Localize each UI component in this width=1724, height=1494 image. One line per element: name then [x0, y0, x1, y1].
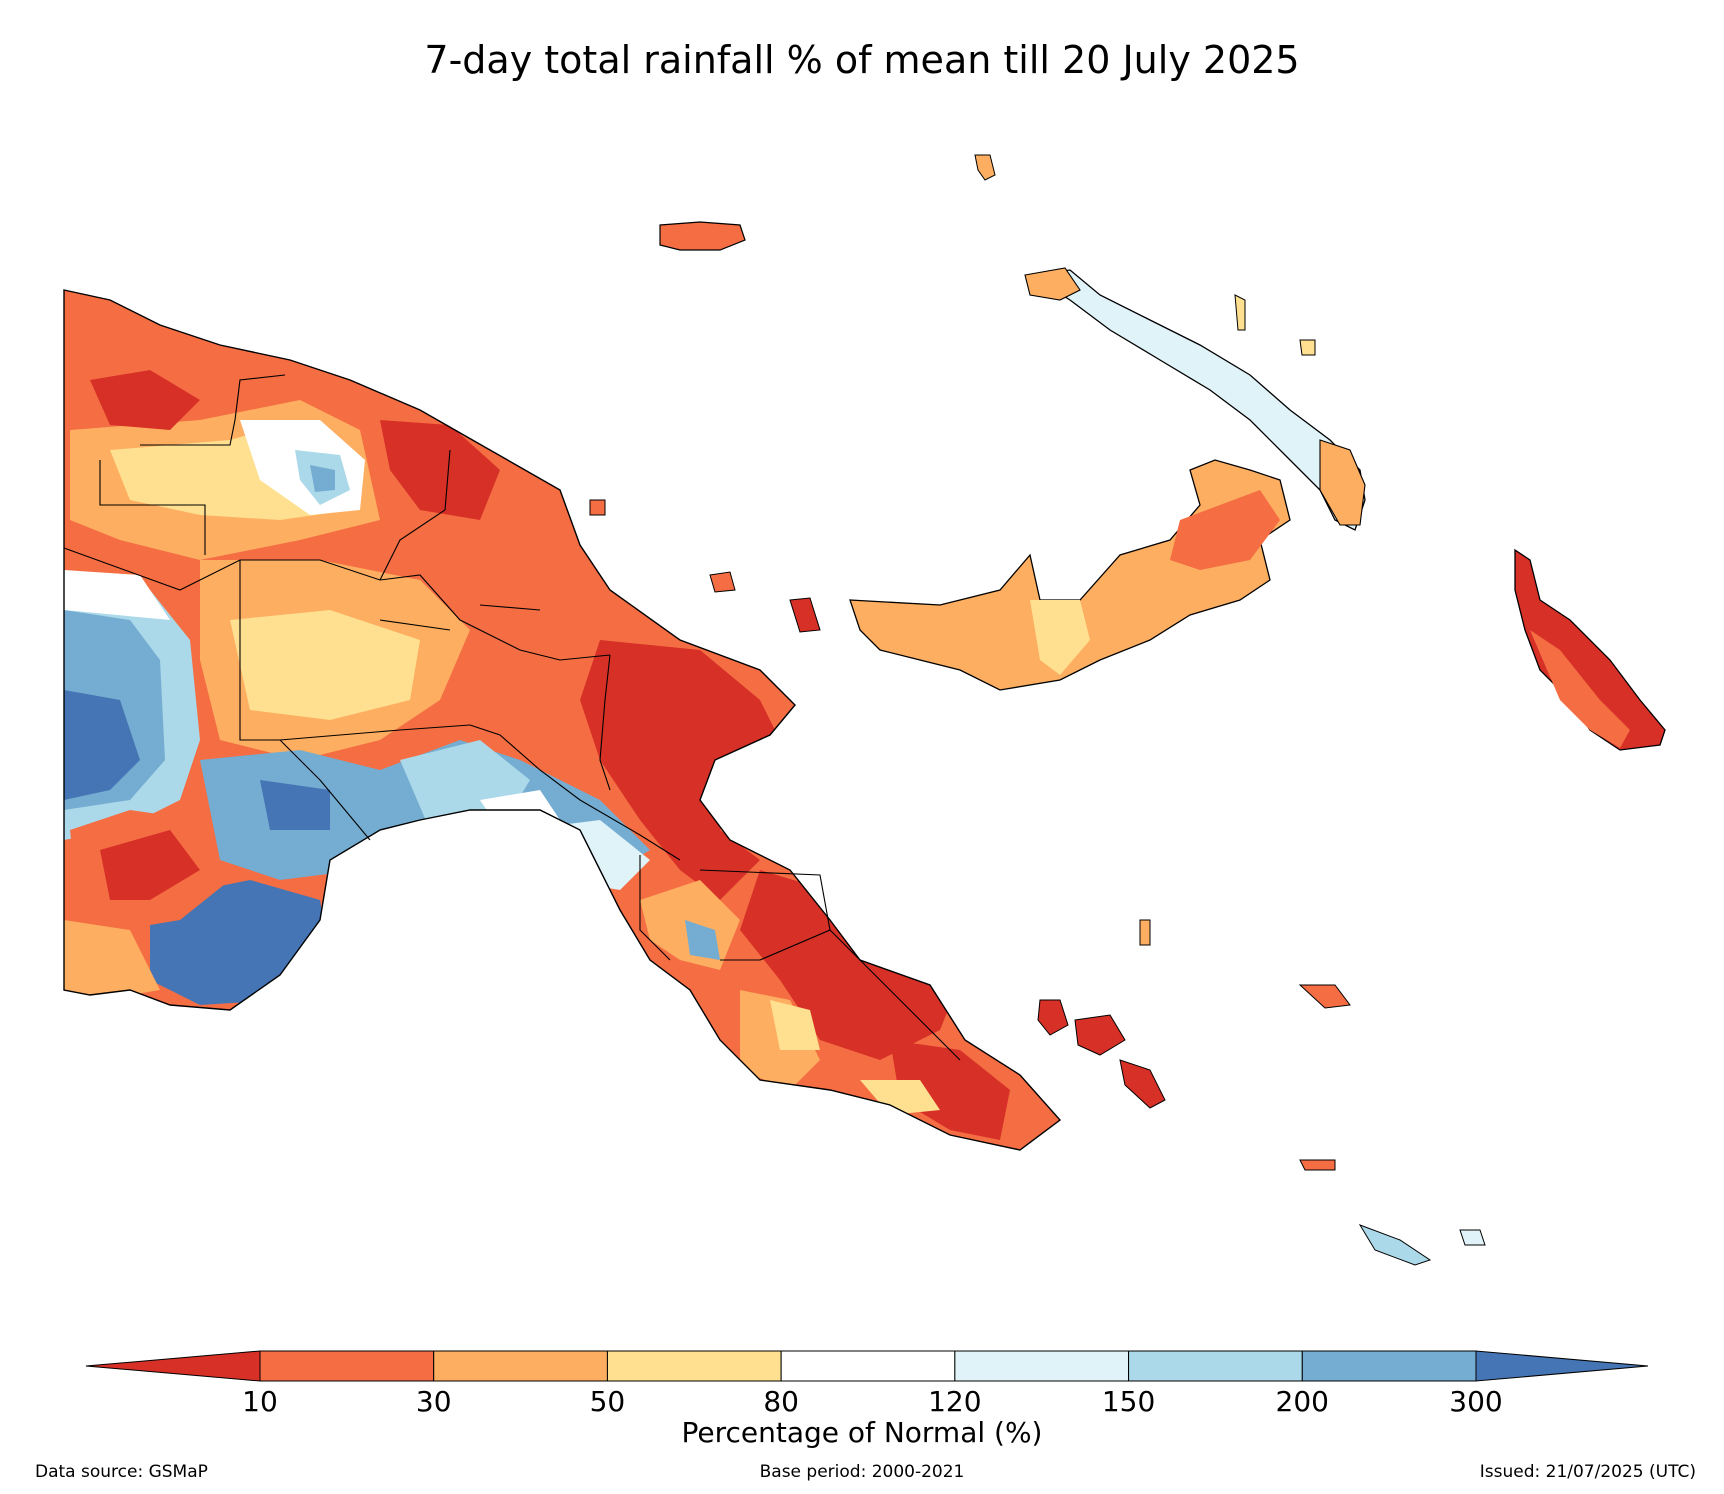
colorbar-tick-300: 300	[1449, 1385, 1503, 1418]
colorbar-bin-10-30	[259, 1350, 435, 1382]
colorbar-tick-200: 200	[1275, 1385, 1330, 1418]
goodenough-island	[1037, 999, 1069, 1036]
lihir-island	[1299, 339, 1316, 356]
fergusson-island	[1074, 1014, 1126, 1056]
province-boundaries	[63, 374, 961, 1061]
tabar-island	[1234, 294, 1246, 331]
colorbar-tick-30: 30	[415, 1385, 452, 1418]
manus	[659, 221, 746, 251]
base-period: Base period: 2000-2021	[759, 1462, 965, 1482]
colorbar-tick-80: 80	[763, 1385, 799, 1418]
new-hanover	[1024, 267, 1081, 301]
woodlark-island	[1298, 984, 1351, 1009]
colorbar-bin-<10	[85, 1350, 261, 1382]
trobriand-islands	[1139, 919, 1151, 946]
normanby-island	[1119, 1059, 1166, 1109]
rossel-island	[1459, 1229, 1486, 1246]
issued-date: Issued: 21/07/2025 (UTC)	[1479, 1462, 1696, 1482]
bougainville	[1514, 548, 1666, 751]
new-britain-yellow	[1030, 600, 1090, 675]
bougainville-orange	[1530, 630, 1630, 748]
colorbar-tick-50: 50	[589, 1385, 626, 1418]
new-ireland-orange	[1319, 439, 1366, 526]
colorbar-bin-50-80	[606, 1350, 782, 1382]
misima-island	[1299, 1159, 1336, 1171]
mainland-outline	[63, 289, 1062, 1151]
data-source: Data source: GSMaP	[35, 1462, 208, 1482]
colorbar-bin-150-200	[1128, 1350, 1303, 1382]
new-britain-red	[1170, 490, 1280, 570]
umboi-island	[789, 597, 821, 633]
colorbar-bin-30-50	[433, 1350, 608, 1382]
karkar-island	[589, 499, 606, 516]
colorbar-bin-120-150	[954, 1350, 1130, 1382]
long-island	[709, 571, 736, 593]
colorbar-tick-150: 150	[1101, 1385, 1156, 1418]
colorbar-tick-120: 120	[928, 1385, 982, 1418]
map-title: 7-day total rainfall % of mean till 20 J…	[424, 38, 1300, 82]
colorbar-bin-80-120	[780, 1350, 956, 1382]
tagula-island	[1358, 1224, 1432, 1266]
colorbar-bin->300	[1475, 1350, 1649, 1382]
colorbar-tick-10: 10	[242, 1385, 278, 1418]
mussau	[974, 154, 996, 181]
colorbar-label: Percentage of Normal (%)	[681, 1416, 1043, 1449]
colorbar-bin-200-300	[1301, 1350, 1477, 1382]
